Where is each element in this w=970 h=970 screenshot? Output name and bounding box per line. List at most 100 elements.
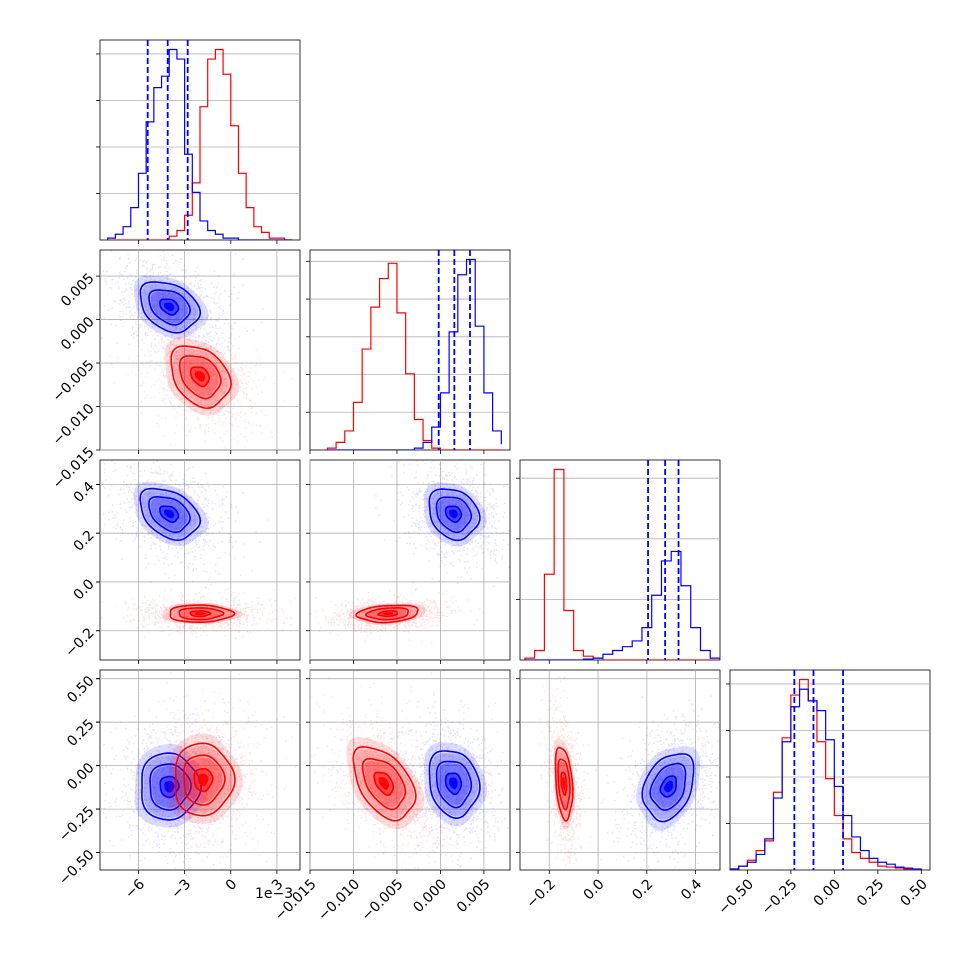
histogram-series-b <box>730 678 922 870</box>
contour-line <box>159 505 180 523</box>
contour-line <box>554 746 574 822</box>
x-tick-label: 0.2 <box>629 876 656 903</box>
x-tick-label: −0.25 <box>759 876 801 918</box>
histogram-series-b <box>107 48 293 240</box>
axes-frame <box>729 669 931 871</box>
histogram-series-a <box>730 688 922 870</box>
contour-line <box>141 752 202 821</box>
histogram-panel <box>516 459 721 664</box>
x-tick-label: 0.25 <box>854 876 887 909</box>
y-tick-label: −0.50 <box>56 847 98 889</box>
contour-line <box>364 606 409 621</box>
histogram-series-b <box>326 262 502 450</box>
contour-line <box>444 772 463 796</box>
y-tick-label: 0.0 <box>71 576 98 603</box>
y-tick-label: −0.010 <box>50 401 98 449</box>
scatter-points-series-a <box>588 695 720 870</box>
histogram-panel: −0.50 −0.25 0.00 0.25 0.50 <box>715 669 931 918</box>
contour-line <box>139 281 202 334</box>
x-tick-label: 0.000 <box>410 876 450 916</box>
x-tick-label: 0.005 <box>454 876 494 916</box>
contour-line <box>641 753 695 823</box>
contour-line <box>557 758 571 811</box>
x-tick-label: 0.0 <box>581 876 608 903</box>
contour-line <box>148 289 191 326</box>
x-tick-label: 0.4 <box>678 876 705 903</box>
contour-line <box>149 763 192 811</box>
contour-line <box>169 604 236 623</box>
scatter-contour-panel: −0.2 0.0 0.2 0.4 <box>96 669 721 912</box>
scatter-points-series-a <box>100 460 269 589</box>
histogram-panel <box>96 39 301 244</box>
density-peak <box>449 777 458 790</box>
density-peak <box>194 612 206 616</box>
contour-line <box>183 754 226 806</box>
contour-line <box>428 488 481 542</box>
density-peak <box>164 780 175 793</box>
axes-frame <box>309 459 511 661</box>
contour-line <box>355 604 419 624</box>
x-tick-label: 0.00 <box>811 876 844 909</box>
axes-frame <box>519 459 721 661</box>
y-tick-label: −0.005 <box>50 357 98 405</box>
density-peak <box>562 777 566 790</box>
density-peak <box>664 780 673 793</box>
density-peak <box>194 371 206 382</box>
histogram-series-a <box>524 550 720 660</box>
x-tick-label: 0 <box>223 876 241 894</box>
contour-line <box>435 760 473 809</box>
contour-line <box>428 750 481 820</box>
density-peak <box>164 509 175 519</box>
x-tick-label: −3 <box>168 876 194 902</box>
contour-line <box>159 298 180 316</box>
contour-line <box>560 771 568 796</box>
axes-frame <box>99 249 301 451</box>
contour-line <box>179 355 222 400</box>
density-peak <box>198 773 209 787</box>
x-offset-label: 1e−3 <box>255 886 293 902</box>
contour-line <box>377 610 398 618</box>
contour-line <box>178 607 225 621</box>
x-tick-label: −0.005 <box>359 876 407 924</box>
axes-frame <box>99 459 301 661</box>
y-tick-label: 0.2 <box>71 528 98 555</box>
contour-line <box>659 775 677 798</box>
y-tick-label: 0.50 <box>64 673 97 706</box>
contour-line <box>352 745 417 822</box>
x-tick-label: −0.010 <box>315 876 363 924</box>
x-tick-label: 0.50 <box>898 876 931 909</box>
contour-line <box>170 345 232 410</box>
scatter-points-series-b <box>101 586 296 640</box>
contour-line <box>175 742 236 817</box>
x-tick-label: −0.50 <box>715 876 757 918</box>
axes-frame <box>99 669 301 871</box>
density-peak <box>164 302 175 312</box>
y-tick-label: 0.00 <box>64 760 97 793</box>
contour-line <box>193 767 214 793</box>
y-tick-label: 0.005 <box>58 270 98 310</box>
contour-line <box>649 762 687 811</box>
axes-frame <box>309 249 511 451</box>
histogram-series-a <box>107 48 293 240</box>
contour-line <box>444 505 463 523</box>
contour-line <box>139 487 202 542</box>
scatter-points-series-b <box>539 676 592 866</box>
contour-line <box>148 495 191 534</box>
histogram-panel <box>306 249 511 454</box>
scatter-points-series-a <box>375 460 510 602</box>
density-peak <box>449 509 458 519</box>
scatter-contour-panel <box>96 459 511 664</box>
x-tick-label: −6 <box>122 876 148 902</box>
y-tick-label: 0.25 <box>64 717 97 750</box>
histogram-series-b <box>524 468 720 660</box>
contour-line <box>435 496 472 534</box>
axes-frame <box>519 669 721 871</box>
y-tick-label: 0.000 <box>58 314 98 354</box>
contour-line <box>361 757 407 811</box>
contour-line <box>189 366 210 388</box>
y-tick-label: 0.4 <box>71 479 98 506</box>
x-tick-label: −0.2 <box>524 876 559 911</box>
